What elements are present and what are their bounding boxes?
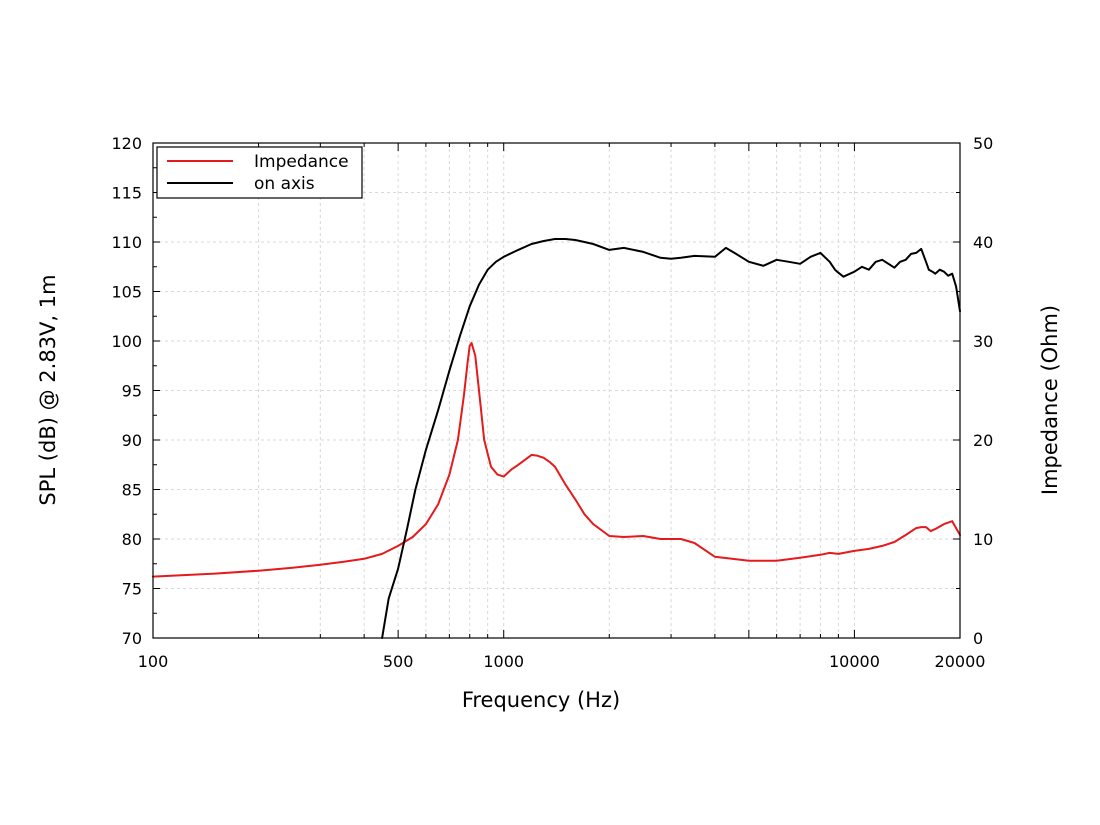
y2-tick-label: 40: [973, 233, 993, 252]
y-tick-label: 80: [122, 530, 142, 549]
axis-ticks: 70 75 80 85 90 95 100 105 110 115 120 0 10 20 30 40 50 10…: [111, 134, 993, 671]
y-tick-label: 95: [122, 382, 142, 401]
legend-label-impedance: Impedance: [254, 152, 349, 172]
y-tick-label: 70: [122, 629, 142, 648]
series-line-on-axis: [381, 238, 961, 639]
y2-tick-label: 10: [973, 530, 993, 549]
y-tick-label: 90: [122, 431, 142, 450]
y-tick-label: 100: [111, 332, 142, 351]
y2-tick-label: 0: [973, 629, 983, 648]
x-axis-title: Frequency (Hz): [462, 688, 620, 712]
y2-axis-title: Impedance (Ohm): [1038, 305, 1062, 495]
y-tick-label: 110: [111, 233, 142, 252]
y-tick-label: 105: [111, 283, 142, 302]
legend-box: [156, 146, 363, 199]
legend: Impedance on axis: [156, 146, 363, 199]
x-tick-label: 20000: [935, 652, 986, 671]
y2-tick-label: 30: [973, 332, 993, 351]
y2-tick-label: 50: [973, 134, 993, 153]
series-line-impedance: [152, 342, 961, 578]
legend-label-on-axis: on axis: [254, 174, 315, 194]
y-tick-label: 75: [122, 580, 142, 599]
grid-lines: [153, 143, 960, 638]
series-lines: [152, 238, 961, 639]
y-tick-label: 115: [111, 184, 142, 203]
x-tick-label: 100: [138, 652, 169, 671]
y-tick-label: 120: [111, 134, 142, 153]
x-tick-label: 10000: [829, 652, 880, 671]
y-axis-title: SPL (dB) @ 2.83V, 1m: [36, 274, 60, 505]
y-tick-label: 85: [122, 481, 142, 500]
x-tick-label: 1000: [483, 652, 524, 671]
y2-tick-label: 20: [973, 431, 993, 450]
x-tick-label: 500: [383, 652, 414, 671]
